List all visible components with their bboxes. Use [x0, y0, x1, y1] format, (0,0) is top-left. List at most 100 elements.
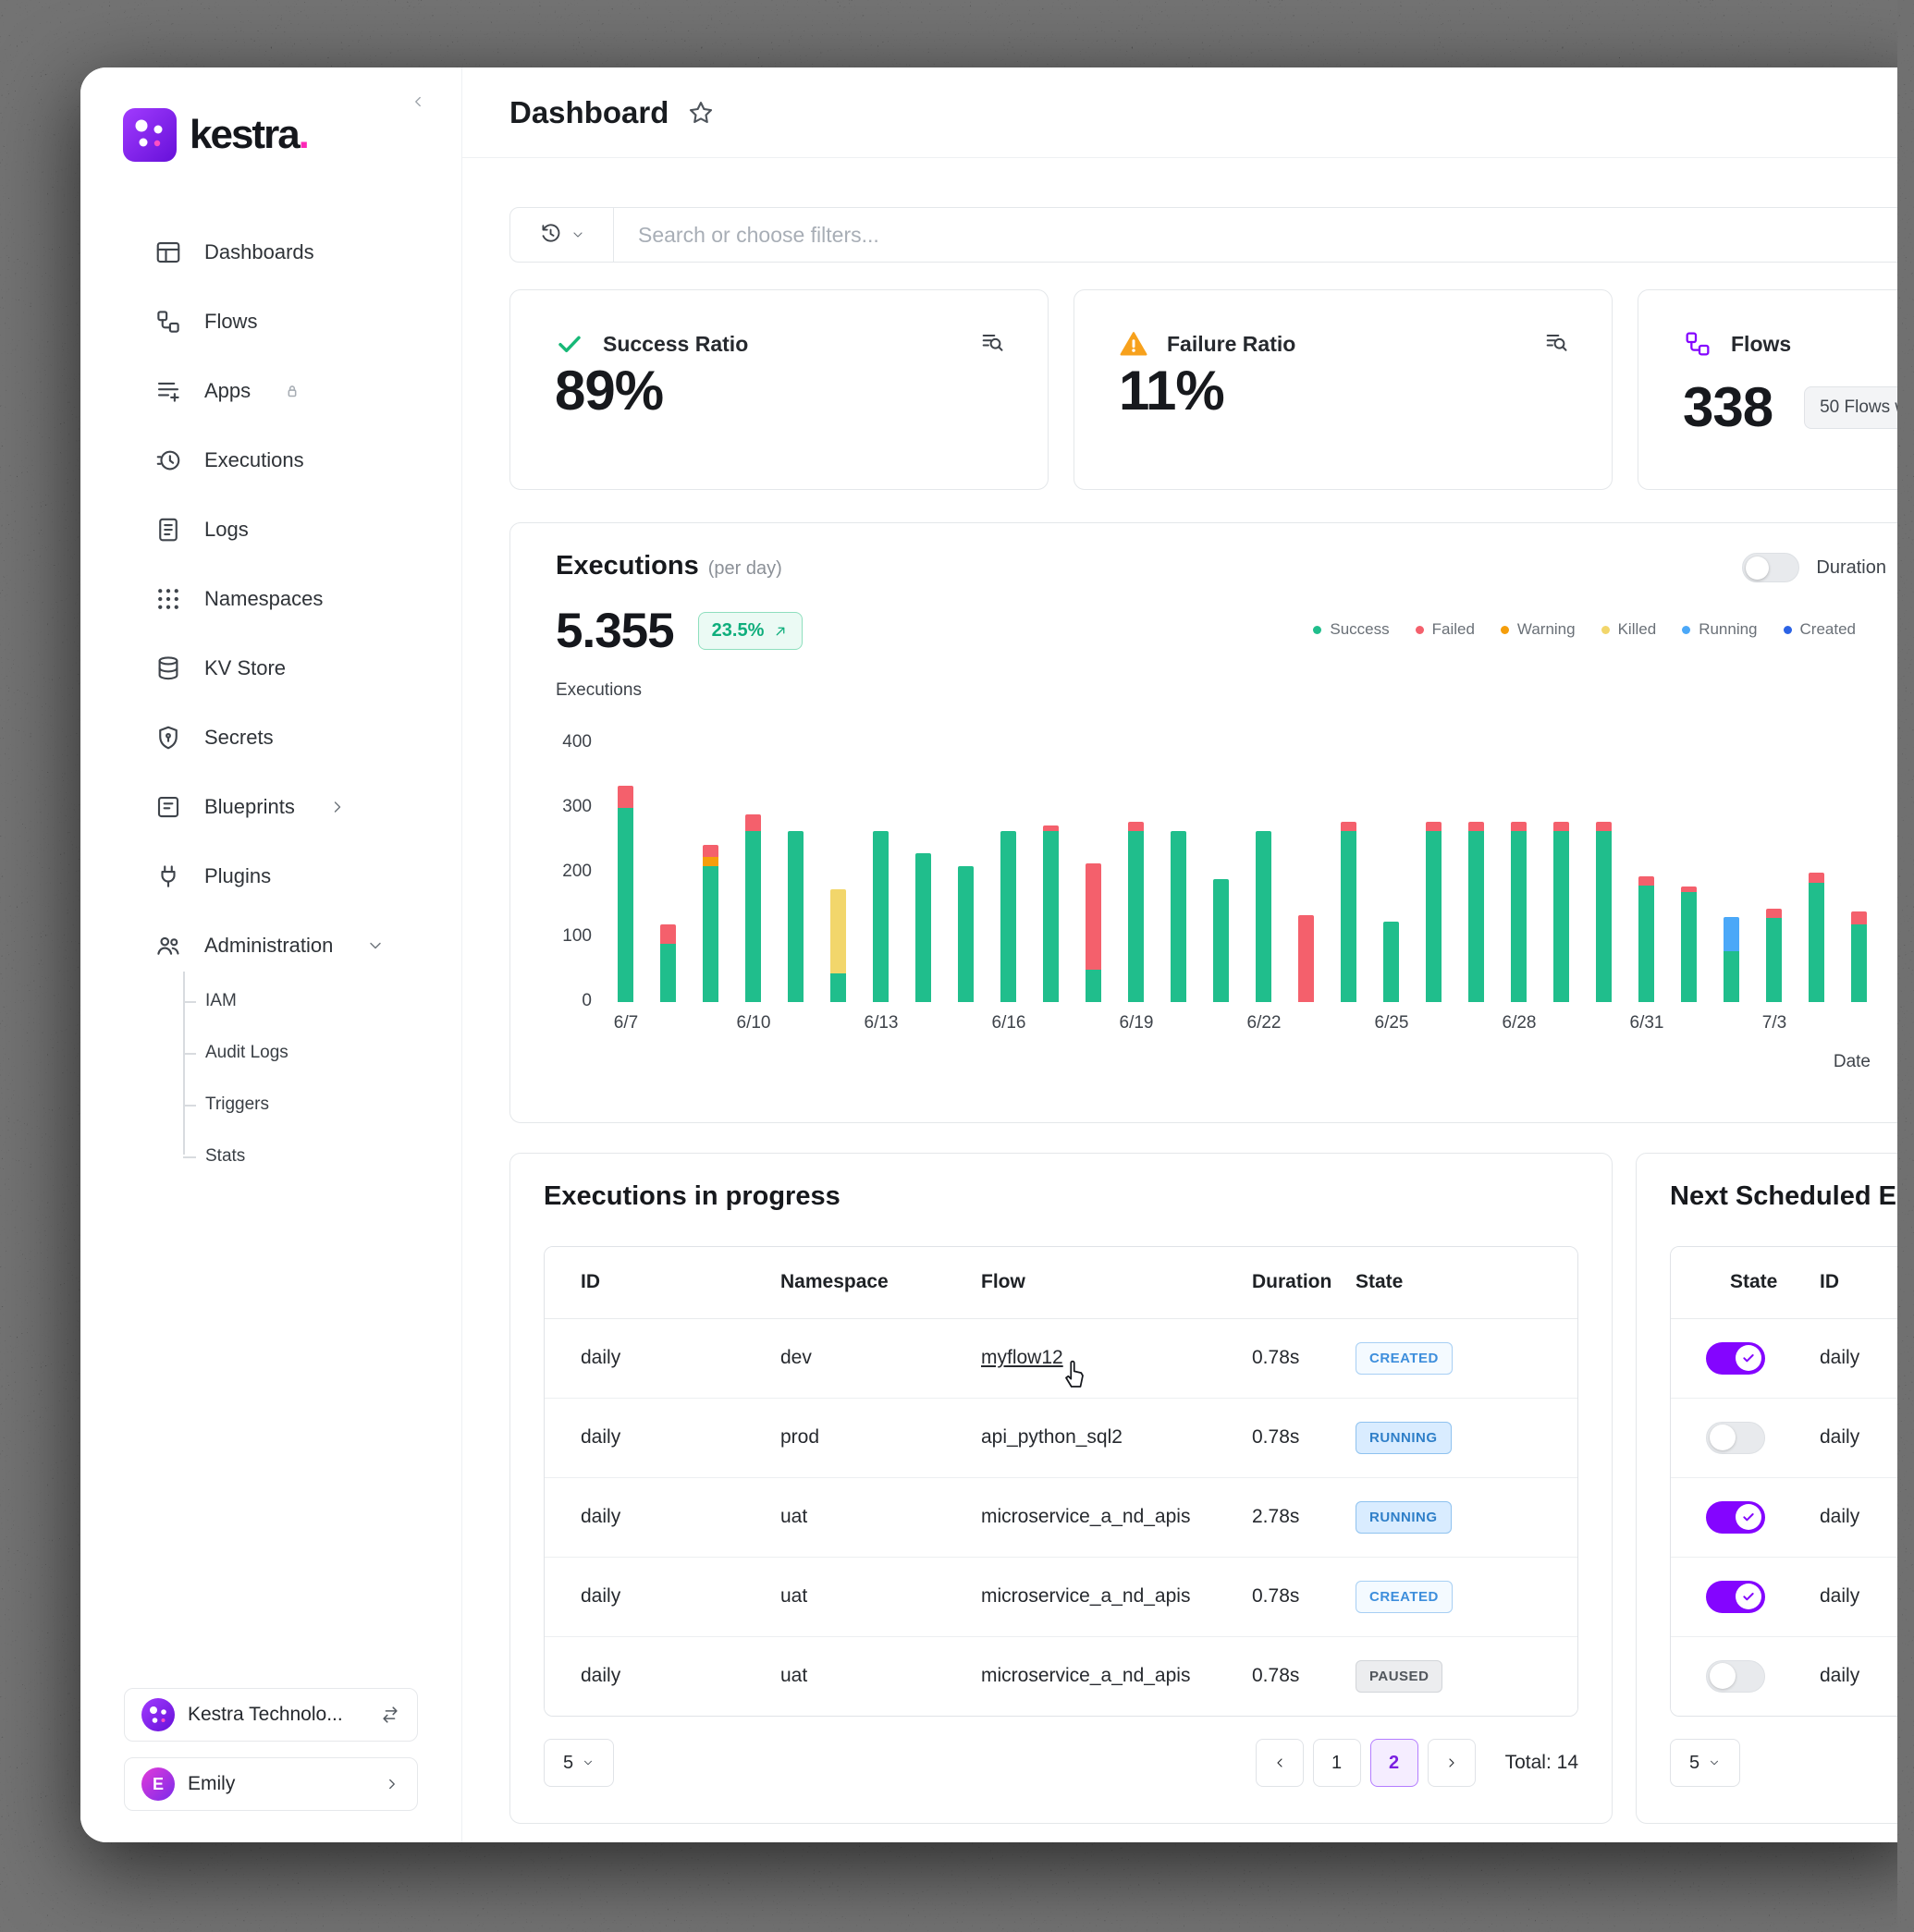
chart-bar[interactable] [1256, 830, 1271, 1002]
column-header-duration[interactable]: Duration [1216, 1247, 1331, 1319]
table-row[interactable]: daily prod api_python_sql2 0.78s RUNNING [545, 1398, 1577, 1478]
chart-bar[interactable] [788, 830, 804, 1002]
prev-page-button[interactable] [1255, 1739, 1304, 1787]
chart-bar[interactable] [1553, 821, 1569, 1002]
sidebar-subitem-audit-logs[interactable]: Audit Logs [183, 1027, 433, 1079]
column-header-state[interactable]: State [1319, 1247, 1577, 1319]
schedule-toggle[interactable] [1706, 1341, 1765, 1375]
chart-bar[interactable] [1213, 879, 1229, 1002]
duration-toggle[interactable] [1742, 553, 1800, 582]
column-header-id[interactable]: ID [545, 1247, 744, 1319]
chart-bar[interactable] [745, 814, 761, 1002]
chart-bar[interactable] [660, 924, 676, 1002]
chart-bar[interactable] [1809, 873, 1824, 1002]
cell-flow[interactable]: api_python_sql2 [945, 1398, 1216, 1478]
sidebar-item-apps[interactable]: Apps [80, 356, 461, 425]
schedule-toggle[interactable] [1706, 1421, 1765, 1454]
column-header-flow[interactable]: Flow [945, 1247, 1216, 1319]
chart-legend: Success Failed Warning Killed Running Created [1313, 620, 1856, 639]
chart-bar[interactable] [1851, 911, 1867, 1002]
sidebar-item-label: Dashboards [204, 239, 314, 263]
page-size-select[interactable]: 5 [544, 1739, 614, 1787]
sidebar-item-blueprints[interactable]: Blueprints [80, 772, 461, 841]
chart-bar[interactable] [1043, 825, 1059, 1002]
chart-bar[interactable] [873, 830, 889, 1002]
flow-link[interactable]: microservice_a_nd_apis [981, 1506, 1191, 1527]
page-button-2[interactable]: 2 [1369, 1739, 1418, 1787]
chart-bar[interactable] [1724, 916, 1739, 1002]
next-page-button[interactable] [1427, 1739, 1476, 1787]
sidebar-subitem-stats[interactable]: Stats [183, 1131, 433, 1182]
sidebar-item-administration[interactable]: Administration [80, 911, 461, 980]
table-row[interactable]: dailym [1671, 1636, 1914, 1716]
chart-bar[interactable] [1511, 821, 1527, 1002]
flow-link[interactable]: api_python_sql2 [981, 1426, 1123, 1448]
column-header-id[interactable]: ID [1792, 1247, 1877, 1319]
legend-failed[interactable]: Failed [1415, 620, 1475, 639]
legend-success[interactable]: Success [1313, 620, 1390, 639]
chart-bar[interactable] [1681, 887, 1697, 1002]
cell-flow[interactable]: microservice_a_nd_apis [945, 1557, 1216, 1637]
chart-bar[interactable] [830, 888, 846, 1002]
filter-search-icon[interactable] [979, 329, 1005, 355]
sidebar-collapse-icon[interactable] [410, 93, 426, 115]
schedule-toggle[interactable] [1706, 1659, 1765, 1693]
legend-running[interactable]: Running [1682, 620, 1758, 639]
sidebar-item-flows[interactable]: Flows [80, 287, 461, 356]
sidebar-item-kv-store[interactable]: KV Store [80, 633, 461, 703]
tenant-switcher[interactable]: Kestra Technolo... [124, 1688, 418, 1742]
chart-bar[interactable] [915, 853, 931, 1002]
chart-bar[interactable] [703, 844, 718, 1002]
user-menu[interactable]: E Emily [124, 1757, 418, 1811]
sidebar-item-secrets[interactable]: Secrets [80, 703, 461, 772]
legend-created[interactable]: Created [1783, 620, 1856, 639]
schedule-toggle[interactable] [1706, 1580, 1765, 1613]
flow-link[interactable]: microservice_a_nd_apis [981, 1585, 1191, 1607]
page-size-select[interactable]: 5 [1670, 1739, 1740, 1787]
table-row[interactable]: dailym [1671, 1477, 1914, 1558]
column-header-namespace[interactable]: Namespace [744, 1247, 945, 1319]
chart-bar[interactable] [1638, 875, 1654, 1002]
table-row[interactable]: daily uat microservice_a_nd_apis 2.78s RUNNI… [545, 1477, 1577, 1558]
chart-bar[interactable] [1383, 921, 1399, 1002]
sidebar-subitem-iam[interactable]: IAM [183, 975, 433, 1027]
chart-bar[interactable] [1298, 914, 1314, 1002]
legend-killed[interactable]: Killed [1601, 620, 1656, 639]
flow-link[interactable]: microservice_a_nd_apis [981, 1665, 1191, 1687]
chart-bar[interactable] [1086, 862, 1101, 1002]
filter-history-button[interactable] [510, 208, 614, 262]
filter-search-icon[interactable] [1543, 329, 1569, 355]
sidebar-item-namespaces[interactable]: Namespaces [80, 564, 461, 633]
chart-bar[interactable] [1128, 821, 1144, 1002]
chart-bar[interactable] [618, 785, 633, 1002]
table-row[interactable]: dailym [1671, 1557, 1914, 1637]
search-input[interactable] [614, 208, 1914, 262]
table-row[interactable]: daily dev myflow12 0.78s CREATED [545, 1318, 1577, 1399]
chart-bar[interactable] [1171, 830, 1186, 1002]
table-row[interactable]: daily uat microservice_a_nd_apis 0.78s CREAT… [545, 1557, 1577, 1637]
chart-bar[interactable] [1341, 821, 1356, 1002]
table-row[interactable]: daily uat microservice_a_nd_apis 0.78s PAUSE… [545, 1636, 1577, 1716]
sidebar-item-dashboards[interactable]: Dashboards [80, 217, 461, 287]
page-button-1[interactable]: 1 [1312, 1739, 1361, 1787]
kestra-logo[interactable]: kestra. [123, 108, 310, 162]
schedule-toggle[interactable] [1706, 1500, 1765, 1534]
chart-bar[interactable] [1468, 821, 1484, 1002]
chart-bar[interactable] [958, 866, 974, 1002]
legend-warning[interactable]: Warning [1500, 620, 1576, 639]
sidebar-item-plugins[interactable]: Plugins [80, 841, 461, 911]
cell-flow[interactable]: microservice_a_nd_apis [945, 1477, 1216, 1558]
chart-bar[interactable] [1426, 821, 1442, 1002]
chart-bar[interactable] [1766, 908, 1782, 1002]
table-row[interactable]: dailya [1671, 1398, 1914, 1478]
sidebar-subitem-triggers[interactable]: Triggers [183, 1079, 433, 1131]
column-header-state[interactable]: State [1671, 1247, 1792, 1319]
chart-bar[interactable] [1596, 821, 1612, 1002]
sidebar-item-logs[interactable]: Logs [80, 495, 461, 564]
chart-bar[interactable] [1000, 830, 1016, 1002]
cell-flow[interactable]: microservice_a_nd_apis [945, 1636, 1216, 1716]
flow-link[interactable]: myflow12 [981, 1347, 1063, 1368]
favorite-star-icon[interactable] [687, 99, 715, 127]
sidebar-item-executions[interactable]: Executions [80, 425, 461, 495]
table-row[interactable]: dailym [1671, 1318, 1914, 1399]
